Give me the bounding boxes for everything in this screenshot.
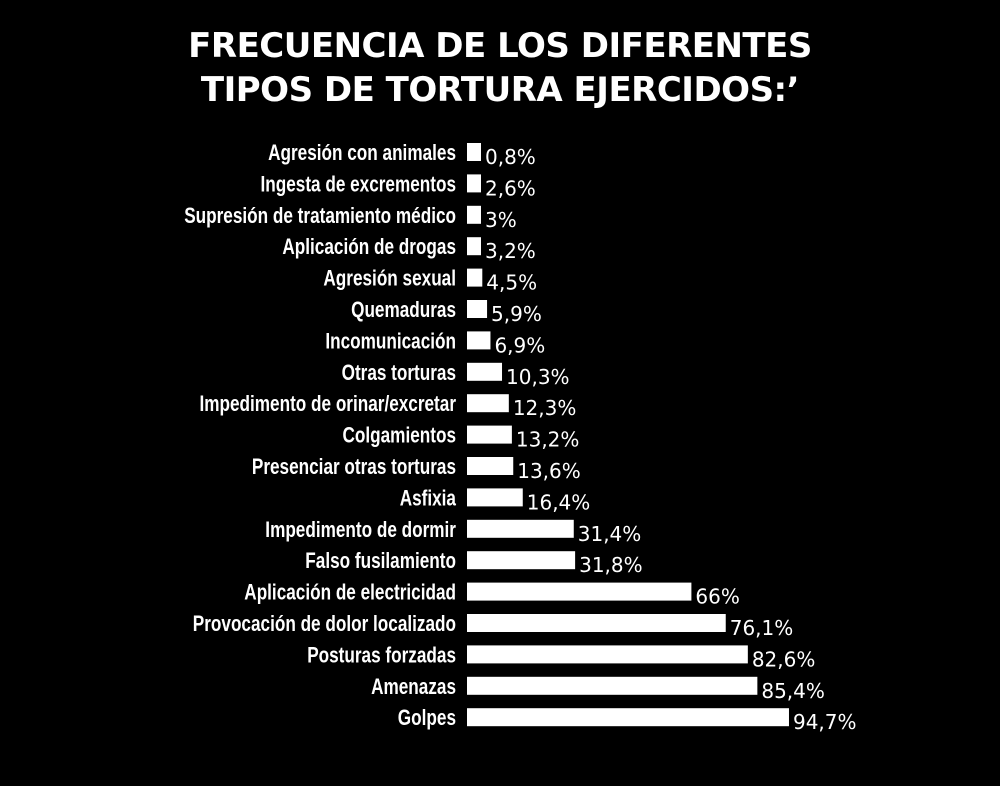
- bar: [467, 143, 481, 161]
- category-label: Agresión con animales: [268, 140, 456, 165]
- value-label: 66%: [695, 585, 739, 609]
- bar: [467, 457, 514, 475]
- bar: [467, 394, 509, 413]
- value-label: 12,3%: [513, 396, 577, 420]
- bar: [467, 676, 758, 695]
- category-label: Impedimento de orinar/excretar: [200, 391, 457, 416]
- bar: [467, 551, 576, 570]
- value-label: 2,6%: [485, 176, 536, 200]
- value-label: 3,2%: [485, 239, 536, 263]
- value-label: 31,8%: [579, 553, 643, 577]
- category-label: Provocación de dolor localizado: [193, 611, 456, 636]
- value-label: 94,7%: [793, 710, 857, 734]
- value-label: 6,9%: [494, 333, 545, 357]
- bar: [467, 205, 481, 224]
- category-label: Impedimento de dormir: [265, 517, 456, 542]
- category-label: Ingesta de excrementos: [261, 171, 457, 196]
- value-label: 4,5%: [486, 271, 537, 295]
- value-label: 5,9%: [491, 302, 542, 326]
- value-label: 3%: [485, 208, 517, 232]
- category-label: Supresión de tratamiento médico: [184, 203, 456, 228]
- bar: [467, 582, 692, 601]
- category-label: Agresión sexual: [323, 266, 456, 291]
- value-label: 13,2%: [516, 428, 580, 452]
- bar: [467, 519, 574, 538]
- category-label: Quemaduras: [351, 297, 456, 322]
- value-label: 16,4%: [527, 490, 591, 514]
- bar: [467, 362, 503, 381]
- value-label: 85,4%: [761, 679, 825, 703]
- category-label: Posturas forzadas: [307, 642, 456, 667]
- category-label: Presenciar otras torturas: [252, 454, 456, 479]
- category-label: Asfixia: [400, 485, 457, 510]
- value-label: 82,6%: [752, 647, 816, 671]
- bar: [467, 174, 481, 193]
- category-label: Colgamientos: [343, 423, 457, 448]
- category-label: Amenazas: [371, 674, 456, 699]
- bar: [467, 708, 789, 727]
- value-label: 13,6%: [517, 459, 581, 483]
- chart-title-line-1: FRECUENCIA DE LOS DIFERENTES: [188, 26, 812, 66]
- bar: [467, 331, 491, 350]
- category-label: Golpes: [398, 705, 456, 730]
- category-label: Falso fusilamiento: [305, 548, 456, 573]
- bar: [467, 488, 523, 507]
- value-label: 76,1%: [730, 616, 794, 640]
- bar: [467, 300, 488, 318]
- category-label: Incomunicación: [325, 328, 456, 353]
- value-label: 0,8%: [485, 145, 536, 169]
- value-label: 31,4%: [578, 522, 642, 546]
- bar: [467, 425, 512, 444]
- bar: [467, 645, 748, 664]
- bar: [467, 268, 483, 287]
- value-label: 10,3%: [506, 365, 570, 389]
- category-label: Aplicación de drogas: [282, 234, 456, 259]
- bar: [467, 614, 726, 632]
- category-label: Otras torturas: [342, 360, 456, 385]
- bar: [467, 237, 481, 256]
- chart-title-line-2: TIPOS DE TORTURA EJERCIDOS:’: [200, 70, 800, 110]
- category-label: Aplicación de electricidad: [244, 580, 456, 605]
